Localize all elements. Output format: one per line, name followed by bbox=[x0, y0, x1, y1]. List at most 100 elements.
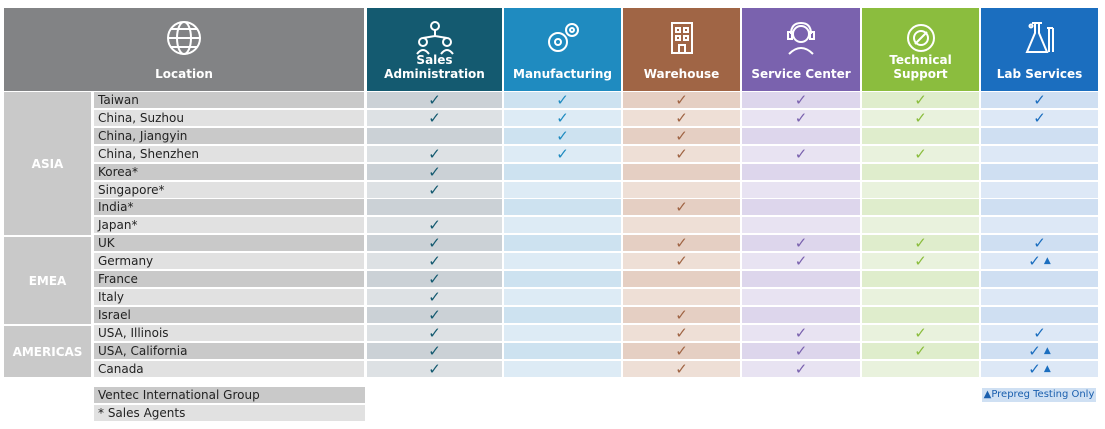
check-icon: ✓ bbox=[914, 144, 927, 163]
location-label: USA, California bbox=[94, 342, 364, 359]
check-icon: ✓ bbox=[428, 252, 441, 271]
cell-manufacturing bbox=[504, 217, 621, 234]
cell-lab bbox=[981, 163, 1098, 180]
cell-tech: ✓ bbox=[862, 341, 979, 360]
cell-manufacturing bbox=[504, 360, 621, 377]
check-icon: ✓ bbox=[1033, 108, 1046, 127]
check-icon: ✓ bbox=[914, 108, 927, 127]
check-icon: ✓ bbox=[428, 359, 441, 378]
cell-warehouse bbox=[623, 163, 740, 180]
check-icon: ✓ bbox=[675, 341, 688, 360]
cell-sales bbox=[367, 127, 502, 144]
region-asia: ASIA bbox=[4, 92, 91, 235]
header-location: Location bbox=[4, 8, 364, 91]
header-tech: Technical Support bbox=[862, 8, 979, 91]
note-ventec: Ventec International Group bbox=[94, 387, 365, 403]
cell-sales: ✓ bbox=[367, 288, 502, 306]
header-service-label: Service Center bbox=[751, 67, 851, 81]
cell-lab bbox=[981, 199, 1098, 216]
cell-tech bbox=[862, 306, 979, 323]
header-warehouse-label: Warehouse bbox=[643, 67, 720, 81]
check-icon: ✓ bbox=[794, 359, 808, 378]
location-label: China, Jiangyin bbox=[94, 127, 364, 144]
check-icon: ✓ bbox=[1028, 341, 1041, 360]
check-icon: ✓ bbox=[428, 341, 441, 360]
check-icon: ✓ bbox=[556, 108, 569, 127]
cell-service: ✓ bbox=[742, 108, 860, 127]
check-icon: ✓ bbox=[675, 108, 688, 127]
cell-tech: ✓ bbox=[862, 91, 979, 109]
check-icon: ✓ bbox=[914, 341, 927, 360]
location-label: Taiwan bbox=[94, 92, 364, 108]
cell-sales: ✓ bbox=[367, 234, 502, 252]
cell-warehouse: ✓ bbox=[623, 252, 740, 271]
check-icon: ✓ bbox=[428, 180, 441, 199]
header-sales-label: Sales Administration bbox=[384, 53, 485, 81]
header-warehouse: Warehouse bbox=[623, 8, 740, 91]
check-icon: ✓ bbox=[675, 91, 688, 109]
note-sales-agents: * Sales Agents bbox=[94, 405, 365, 421]
cell-tech bbox=[862, 127, 979, 144]
check-icon: ✓ bbox=[675, 126, 688, 145]
cell-manufacturing bbox=[504, 324, 621, 341]
check-icon: ✓ bbox=[428, 108, 441, 127]
cell-tech bbox=[862, 288, 979, 305]
cell-manufacturing bbox=[504, 163, 621, 180]
cell-sales: ✓ bbox=[367, 216, 502, 235]
check-icon: ✓ bbox=[914, 91, 927, 109]
cell-tech: ✓ bbox=[862, 234, 979, 253]
check-icon: ✓ bbox=[675, 252, 688, 271]
check-icon: ✓ bbox=[428, 162, 441, 181]
flask-icon bbox=[1024, 22, 1054, 53]
gears-icon bbox=[547, 23, 579, 52]
cell-warehouse: ✓ bbox=[623, 305, 740, 324]
check-icon: ✓ bbox=[675, 144, 688, 163]
cell-lab: ✓ bbox=[981, 234, 1098, 252]
cell-tech bbox=[862, 360, 979, 377]
cell-tech: ✓ bbox=[862, 144, 979, 163]
check-icon: ✓ bbox=[794, 341, 808, 360]
cell-service bbox=[742, 271, 860, 287]
cell-service: ✓ bbox=[742, 252, 860, 271]
check-icon: ✓ bbox=[794, 323, 808, 342]
cell-lab bbox=[981, 145, 1098, 162]
location-label: USA, Illinois bbox=[94, 324, 364, 341]
cell-sales: ✓ bbox=[367, 252, 502, 271]
cell-manufacturing: ✓ bbox=[504, 127, 621, 145]
cell-manufacturing bbox=[504, 271, 621, 287]
cell-sales: ✓ bbox=[367, 324, 502, 342]
cell-manufacturing bbox=[504, 306, 621, 323]
cell-lab bbox=[981, 181, 1098, 198]
check-icon: ✓ bbox=[794, 108, 808, 127]
check-icon: ✓ bbox=[914, 252, 927, 271]
header-service: Service Center bbox=[742, 8, 860, 91]
cell-service: ✓ bbox=[742, 234, 860, 252]
check-icon: ✓ bbox=[914, 234, 927, 253]
cell-service: ✓ bbox=[742, 91, 860, 109]
wrench-gear-icon bbox=[906, 24, 935, 52]
cell-tech: ✓ bbox=[862, 252, 979, 271]
cell-lab bbox=[981, 127, 1098, 144]
cell-manufacturing bbox=[504, 235, 621, 252]
check-icon: ✓ bbox=[556, 91, 569, 109]
cell-manufacturing: ✓ bbox=[504, 145, 621, 163]
header-location-label: Location bbox=[155, 67, 213, 81]
cell-service: ✓ bbox=[742, 341, 860, 360]
location-label: India* bbox=[94, 199, 364, 216]
globe-icon bbox=[167, 21, 201, 55]
cell-sales: ✓ bbox=[367, 341, 502, 360]
cell-sales bbox=[367, 199, 502, 216]
cell-warehouse: ✓ bbox=[623, 234, 740, 252]
check-icon: ✓ bbox=[794, 91, 808, 109]
check-icon: ✓ bbox=[1033, 323, 1046, 342]
cell-lab bbox=[981, 306, 1098, 323]
cell-warehouse bbox=[623, 217, 740, 234]
cell-manufacturing bbox=[504, 199, 621, 216]
header-lab: Lab Services bbox=[981, 8, 1098, 91]
check-icon: ✓ bbox=[675, 305, 688, 324]
cell-service: ✓ bbox=[742, 359, 860, 378]
location-label: UK bbox=[94, 235, 364, 252]
check-icon: ✓ bbox=[428, 216, 441, 235]
note-prepreg: ▲Prepreg Testing Only bbox=[982, 388, 1096, 402]
check-icon: ✓ bbox=[794, 252, 808, 271]
